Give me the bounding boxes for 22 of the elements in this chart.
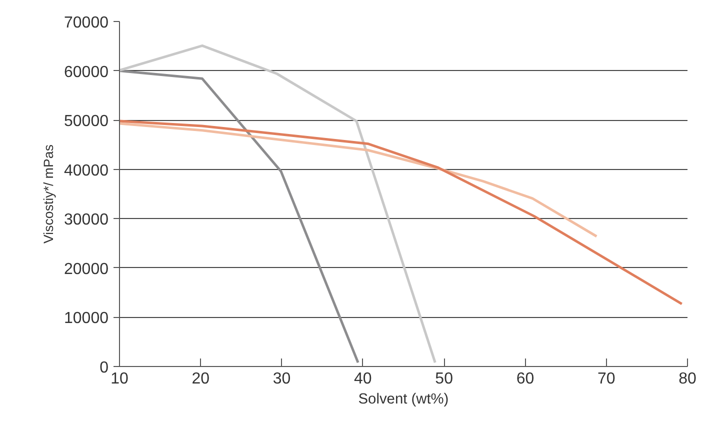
y-axis-title: Viscostiy*/ mPas [41, 144, 56, 244]
x-tick-label: 20 [192, 370, 210, 388]
x-tick-label: 70 [597, 370, 616, 388]
y-tick-label: 70000 [64, 14, 109, 32]
x-tick-label: 60 [516, 370, 534, 388]
y-tick-label: 0 [100, 360, 109, 376]
x-tick-label: 40 [354, 370, 372, 388]
x-axis-title: Solvent (wt%) [358, 392, 449, 408]
line-series [120, 70, 360, 364]
x-tick-label: 30 [272, 370, 291, 388]
x-tick-label: 50 [435, 370, 454, 388]
line-series [120, 122, 598, 238]
y-tick-label: 40000 [64, 162, 109, 180]
y-tick-label: 50000 [64, 113, 109, 130]
y-tick-label: 20000 [64, 260, 109, 278]
y-tick-label: 60000 [64, 64, 109, 81]
line-series [120, 44, 436, 364]
y-tick-label: 30000 [64, 212, 109, 229]
x-tick-label: 10 [110, 370, 128, 388]
x-tick-label: 80 [678, 370, 696, 388]
line-series [120, 120, 684, 306]
y-tick-label: 10000 [64, 310, 109, 328]
